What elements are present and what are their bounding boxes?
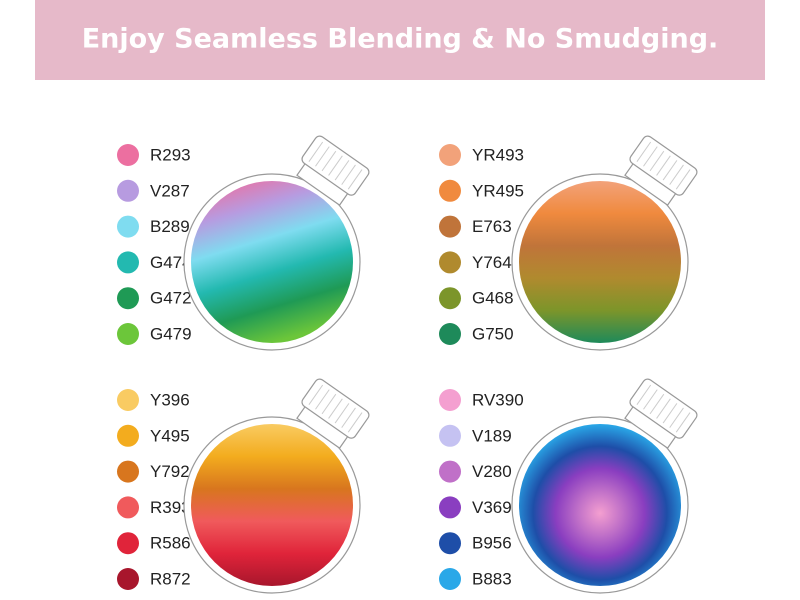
swatch xyxy=(117,460,139,483)
color-code: B883 xyxy=(472,569,512,588)
jar xyxy=(183,135,370,351)
cap-ridge xyxy=(347,169,363,190)
cap-ridge xyxy=(334,160,350,181)
swatch xyxy=(439,460,461,483)
cap-ridge xyxy=(656,155,671,176)
color-code: G479 xyxy=(150,324,192,343)
swatch xyxy=(439,323,461,345)
cap-ridge xyxy=(321,393,337,415)
swatch xyxy=(117,389,139,411)
jar xyxy=(183,378,370,594)
color-code: R872 xyxy=(150,569,191,588)
color-code: Y792 xyxy=(150,462,190,481)
swatch xyxy=(117,215,139,238)
swatch xyxy=(117,496,139,519)
cap-ridge xyxy=(315,389,330,410)
swatch xyxy=(117,323,139,345)
color-code: B289 xyxy=(150,217,190,236)
cap-ridge xyxy=(649,150,665,172)
swatch xyxy=(117,424,139,447)
color-code: V369 xyxy=(472,498,512,517)
cap-ridge xyxy=(308,384,324,405)
swatch xyxy=(439,215,461,238)
jar-lid xyxy=(296,378,370,449)
swatch xyxy=(439,532,461,555)
cap-ridge xyxy=(636,141,652,162)
cap-ridge xyxy=(675,412,691,433)
banner-title: Enjoy Seamless Blending & No Smudging. xyxy=(82,24,719,55)
swatch xyxy=(117,144,139,166)
cap-ridge xyxy=(308,141,324,162)
color-code: R393 xyxy=(150,498,191,517)
swatch xyxy=(439,144,461,166)
jar xyxy=(511,135,698,351)
cap-ridge xyxy=(328,398,343,419)
cap-ridge xyxy=(669,407,684,428)
cap-ridge xyxy=(662,403,678,424)
cap-ridge xyxy=(347,412,363,433)
color-code: V287 xyxy=(150,181,190,200)
jar-lid xyxy=(624,378,698,449)
jar-lid xyxy=(296,135,370,206)
swatch xyxy=(439,179,461,202)
swatch xyxy=(439,287,461,310)
banner xyxy=(35,0,765,80)
color-code: V280 xyxy=(472,462,512,481)
swatch xyxy=(117,568,139,590)
cap-ridge xyxy=(662,160,678,181)
jar-body xyxy=(191,181,353,343)
color-code: YR495 xyxy=(472,181,524,200)
cap-ridge xyxy=(669,164,684,185)
cap-ridge xyxy=(643,146,658,167)
cap-ridge xyxy=(643,389,658,410)
color-code: B956 xyxy=(472,534,512,553)
swatch xyxy=(117,179,139,202)
cap-ridge xyxy=(675,169,691,190)
swatch xyxy=(439,568,461,590)
swatch xyxy=(439,389,461,411)
color-code: Y495 xyxy=(150,426,190,445)
cap-ridge xyxy=(315,146,330,167)
color-code: Y396 xyxy=(150,390,190,409)
jar xyxy=(511,378,698,594)
color-code: E763 xyxy=(472,217,512,236)
cap-ridge xyxy=(636,384,652,405)
cap-ridge xyxy=(321,150,337,172)
color-code: V189 xyxy=(472,426,512,445)
color-code: G468 xyxy=(472,289,514,308)
swatch xyxy=(117,287,139,310)
jar-body xyxy=(519,424,681,586)
cap-ridge xyxy=(328,155,343,176)
color-code: RV390 xyxy=(472,390,524,409)
swatch xyxy=(439,496,461,519)
jar-body xyxy=(519,181,681,343)
color-code: R293 xyxy=(150,145,191,164)
color-code: R586 xyxy=(150,534,191,553)
swatch xyxy=(439,251,461,274)
cap-ridge xyxy=(656,398,671,419)
color-code: Y764 xyxy=(472,253,512,272)
color-code: G750 xyxy=(472,324,514,343)
cap-ridge xyxy=(341,164,356,185)
jar-body xyxy=(191,424,353,586)
color-code: YR493 xyxy=(472,145,524,164)
cap-ridge xyxy=(341,407,356,428)
swatch xyxy=(117,251,139,274)
color-code: G472 xyxy=(150,289,192,308)
color-code: G474 xyxy=(150,253,192,272)
cap-ridge xyxy=(334,403,350,424)
jar-lid xyxy=(624,135,698,206)
swatch xyxy=(439,424,461,447)
swatch xyxy=(117,532,139,555)
cap-ridge xyxy=(649,393,665,415)
